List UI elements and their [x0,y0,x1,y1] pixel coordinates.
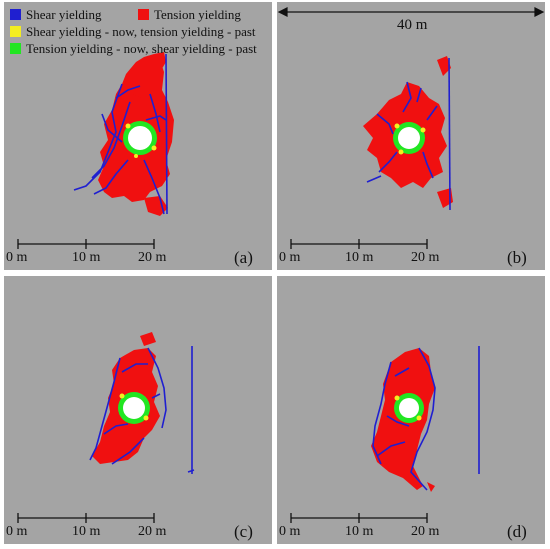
panel-label-c: (c) [234,522,253,541]
panel-b: 40 m 0 m 10 m 20 m (b) [277,2,545,270]
legend-label-shear: Shear yielding [26,7,102,22]
scale-label-20: 20 m [411,524,440,539]
panel-label-b: (b) [507,248,527,267]
scale-bar-b [290,239,428,249]
yield-zone-plot-b [363,56,453,211]
scale-label-20: 20 m [411,250,440,265]
legend-label-tension-now-shear-past: Tension yielding - now, shear yielding -… [26,41,257,56]
scale-label-10: 10 m [72,524,101,539]
legend-swatch-shear [10,9,21,20]
legend: Shear yielding Tension yielding Shear yi… [10,6,257,57]
legend-swatch-tension [138,9,149,20]
panel-label-a: (a) [234,248,253,267]
scale-label-0: 0 m [6,524,28,539]
legend-swatch-tension-now-shear-past [10,43,21,54]
scale-label-20: 20 m [138,250,167,265]
legend-label-tension: Tension yielding [154,7,241,22]
legend-label-shear-now-tension-past: Shear yielding - now, tension yielding -… [26,24,256,39]
scale-bar-c [17,513,155,523]
scale-label-10: 10 m [345,524,374,539]
yield-zone-plot-a [73,52,174,216]
scale-label-0: 0 m [279,524,301,539]
scale-label-10: 10 m [72,250,101,265]
panel-d: 0 m 10 m 20 m (d) [277,276,545,544]
scale-label-20: 20 m [138,524,167,539]
yield-zone-plot-d [371,346,480,492]
panel-label-d: (d) [507,522,527,541]
scale-label-0: 0 m [6,250,28,265]
scale-bar-a [17,239,155,249]
legend-swatch-shear-now-tension-past [10,26,21,37]
panel-c: 0 m 10 m 20 m (c) [4,276,272,544]
scale-label-0: 0 m [279,250,301,265]
yield-zone-plot-c [89,332,195,474]
panel-a: Shear yielding Tension yielding Shear yi… [4,2,272,270]
dimension-label: 40 m [397,17,428,33]
scale-bar-d [290,513,428,523]
scale-label-10: 10 m [345,250,374,265]
dimension-arrow [277,7,545,17]
